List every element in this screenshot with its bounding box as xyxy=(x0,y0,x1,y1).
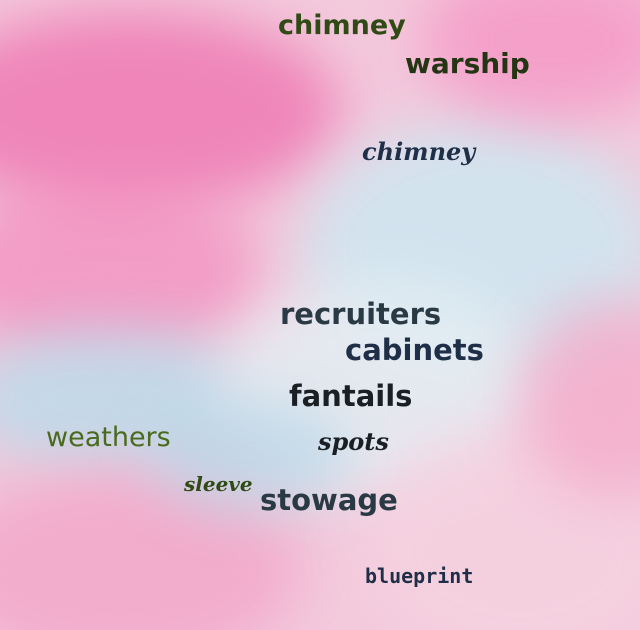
bg-blob xyxy=(150,400,350,510)
word-weathers: weathers xyxy=(46,422,171,453)
word-cabinets: cabinets xyxy=(345,333,484,367)
word-sleeve: sleeve xyxy=(184,472,253,496)
word-blueprint: blueprint xyxy=(365,564,474,588)
bg-blob xyxy=(0,10,340,210)
word-stowage: stowage xyxy=(260,483,398,517)
word-fantails: fantails xyxy=(289,379,413,413)
word-chimney-top: chimney xyxy=(278,10,406,41)
word-warship: warship xyxy=(405,47,530,80)
word-spots: spots xyxy=(318,427,389,456)
word-chimney-script: chimney xyxy=(362,137,476,166)
word-recruiters: recruiters xyxy=(280,297,442,331)
